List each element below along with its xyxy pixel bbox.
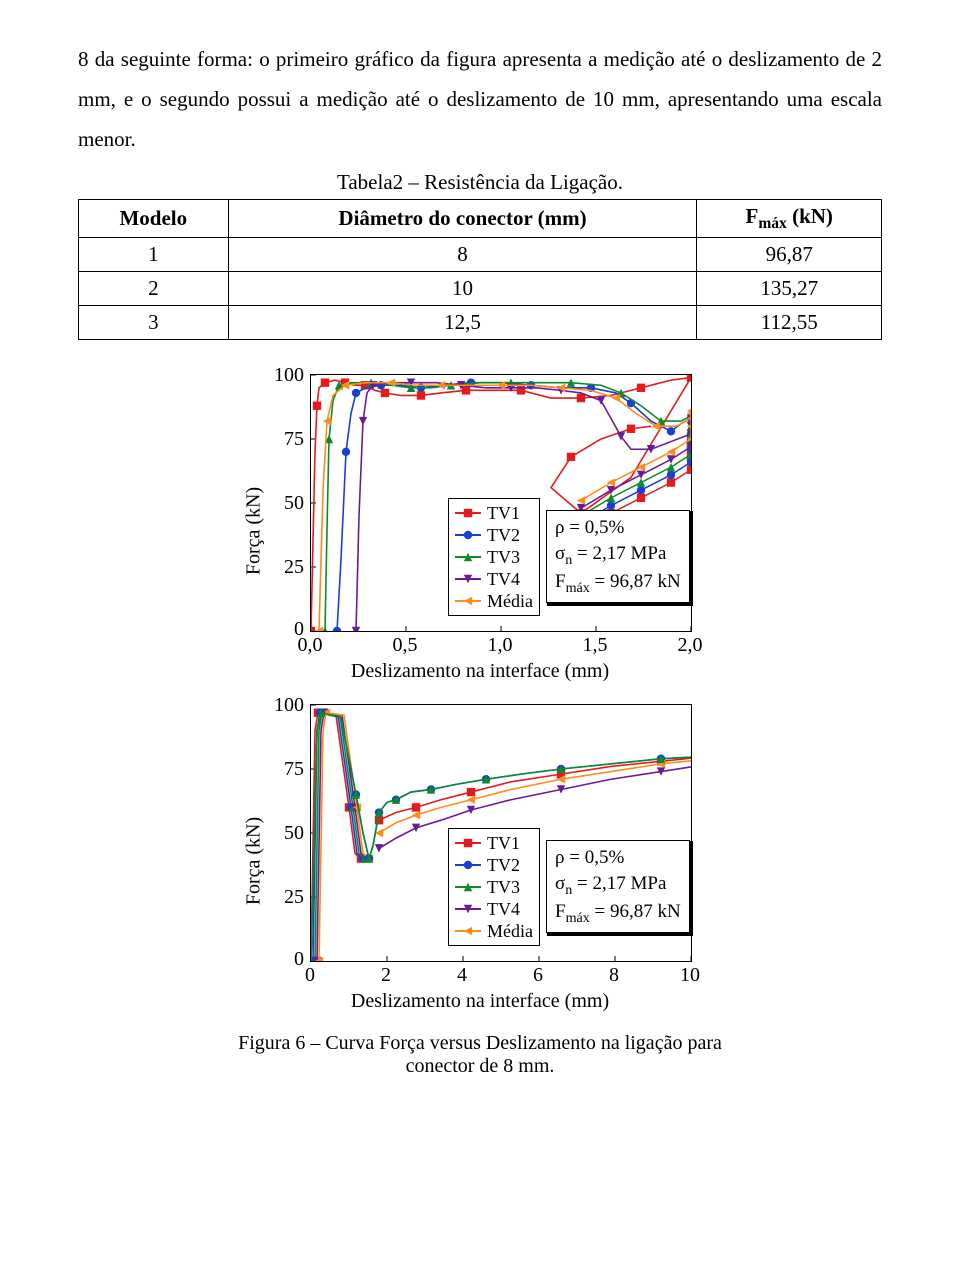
table-row: 2 10 135,27 (79, 271, 882, 305)
xtick: 0 (305, 964, 315, 987)
x-axis-label: Deslizamento na interface (mm) (230, 990, 730, 1013)
chart-force-vs-slip-10mm: Força (kN) (230, 696, 730, 1026)
xtick: 6 (533, 964, 543, 987)
y-axis-label: Força (kN) (243, 817, 266, 905)
xtick: 8 (609, 964, 619, 987)
legend-series: TV1TV2TV3TV4Média (448, 828, 540, 946)
xtick: 2,0 (678, 634, 703, 657)
xtick: 0,0 (298, 634, 323, 657)
ytick: 25 (270, 886, 304, 909)
chart-force-vs-slip-2mm: Força (kN) (230, 366, 730, 696)
intro-paragraph: 8 da seguinte forma: o primeiro gráfico … (78, 40, 882, 160)
xtick: 1,0 (488, 634, 513, 657)
table-caption: Tabela2 – Resistência da Ligação. (78, 170, 882, 195)
y-axis-label: Força (kN) (243, 487, 266, 575)
ytick: 75 (270, 428, 304, 451)
x-axis-label: Deslizamento na interface (mm) (230, 660, 730, 683)
ytick: 25 (270, 556, 304, 579)
xtick: 1,5 (583, 634, 608, 657)
ytick: 75 (270, 758, 304, 781)
legend-series: TV1TV2TV3TV4Média (448, 498, 540, 616)
ytick: 50 (270, 822, 304, 845)
ytick: 50 (270, 492, 304, 515)
xtick: 10 (680, 964, 700, 987)
table-row: 3 12,5 112,55 (79, 305, 882, 339)
table-row: 1 8 96,87 (79, 237, 882, 271)
resistance-table: Modelo Diâmetro do conector (mm) Fmáx (k… (78, 199, 882, 340)
ytick: 100 (270, 364, 304, 387)
legend-annotation: ρ = 0,5% σn = 2,17 MPa Fmáx = 96,87 kN (546, 840, 690, 933)
col-fmax: Fmáx (kN) (697, 199, 882, 237)
xtick: 0,5 (393, 634, 418, 657)
ytick: 0 (270, 948, 304, 971)
legend-annotation: ρ = 0,5% σn = 2,17 MPa Fmáx = 96,87 kN (546, 510, 690, 603)
xtick: 2 (381, 964, 391, 987)
figure-caption: Figura 6 – Curva Força versus Deslizamen… (230, 1032, 730, 1078)
col-modelo: Modelo (79, 199, 229, 237)
col-diametro: Diâmetro do conector (mm) (228, 199, 697, 237)
ytick: 100 (270, 694, 304, 717)
xtick: 4 (457, 964, 467, 987)
